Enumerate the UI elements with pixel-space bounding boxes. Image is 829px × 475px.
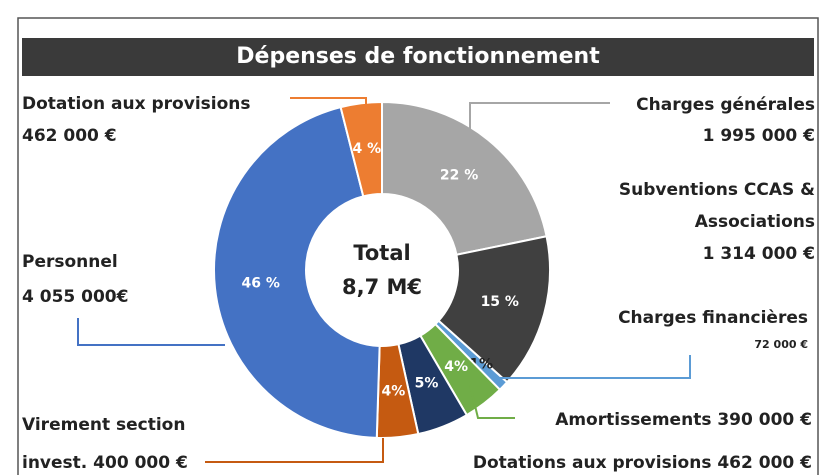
chart-title: Dépenses de fonctionnement: [236, 44, 600, 69]
slice-value-label: 5%: [415, 376, 439, 392]
donut-slice: [339, 100, 383, 198]
center-label: 8,7 M€: [342, 275, 422, 299]
leader-line: [469, 102, 610, 150]
slice-value-label: 4 %: [353, 141, 382, 157]
slice-name-label: 1 995 000 €: [703, 126, 815, 146]
center-label: Total: [353, 241, 410, 265]
slice-name-label: Associations: [695, 212, 815, 232]
leader-line: [205, 438, 384, 463]
leader-line: [495, 355, 691, 379]
slice-name-label: Virement section: [22, 415, 185, 435]
slice-name-label: 1 314 000 €: [703, 244, 815, 264]
title-bar: [22, 38, 814, 76]
slice-value-label: 46 %: [242, 275, 280, 291]
leader-line: [77, 318, 225, 346]
slice-value-label: 15 %: [481, 294, 519, 310]
slice-name-label: Subventions CCAS &: [619, 180, 815, 200]
donut-slice: [381, 100, 548, 256]
donut-slice: [213, 105, 381, 439]
slice-name-label: 4 055 000€: [22, 287, 128, 307]
slice-name-label: 72 000 €: [754, 338, 808, 351]
slice-value-label: 22 %: [440, 167, 478, 183]
leader-line: [530, 262, 546, 291]
slice-value-label: 4%: [381, 383, 405, 399]
slice-name-label: Charges financières: [618, 308, 808, 328]
slice-name-label: Amortissements 390 000 €: [555, 410, 812, 430]
leader-line: [290, 97, 367, 108]
leader-line: [469, 384, 515, 419]
slice-name-label: Personnel: [22, 252, 118, 272]
slice-name-label: Dotations aux provisions 462 000 €: [473, 453, 812, 473]
slice-name-label: Charges générales: [636, 95, 815, 115]
slice-name-label: invest. 400 000 €: [22, 453, 188, 473]
slice-name-label: Dotation aux provisions: [22, 94, 251, 114]
slice-name-label: 462 000 €: [22, 126, 117, 146]
slice-value-label: 4%: [444, 359, 468, 375]
